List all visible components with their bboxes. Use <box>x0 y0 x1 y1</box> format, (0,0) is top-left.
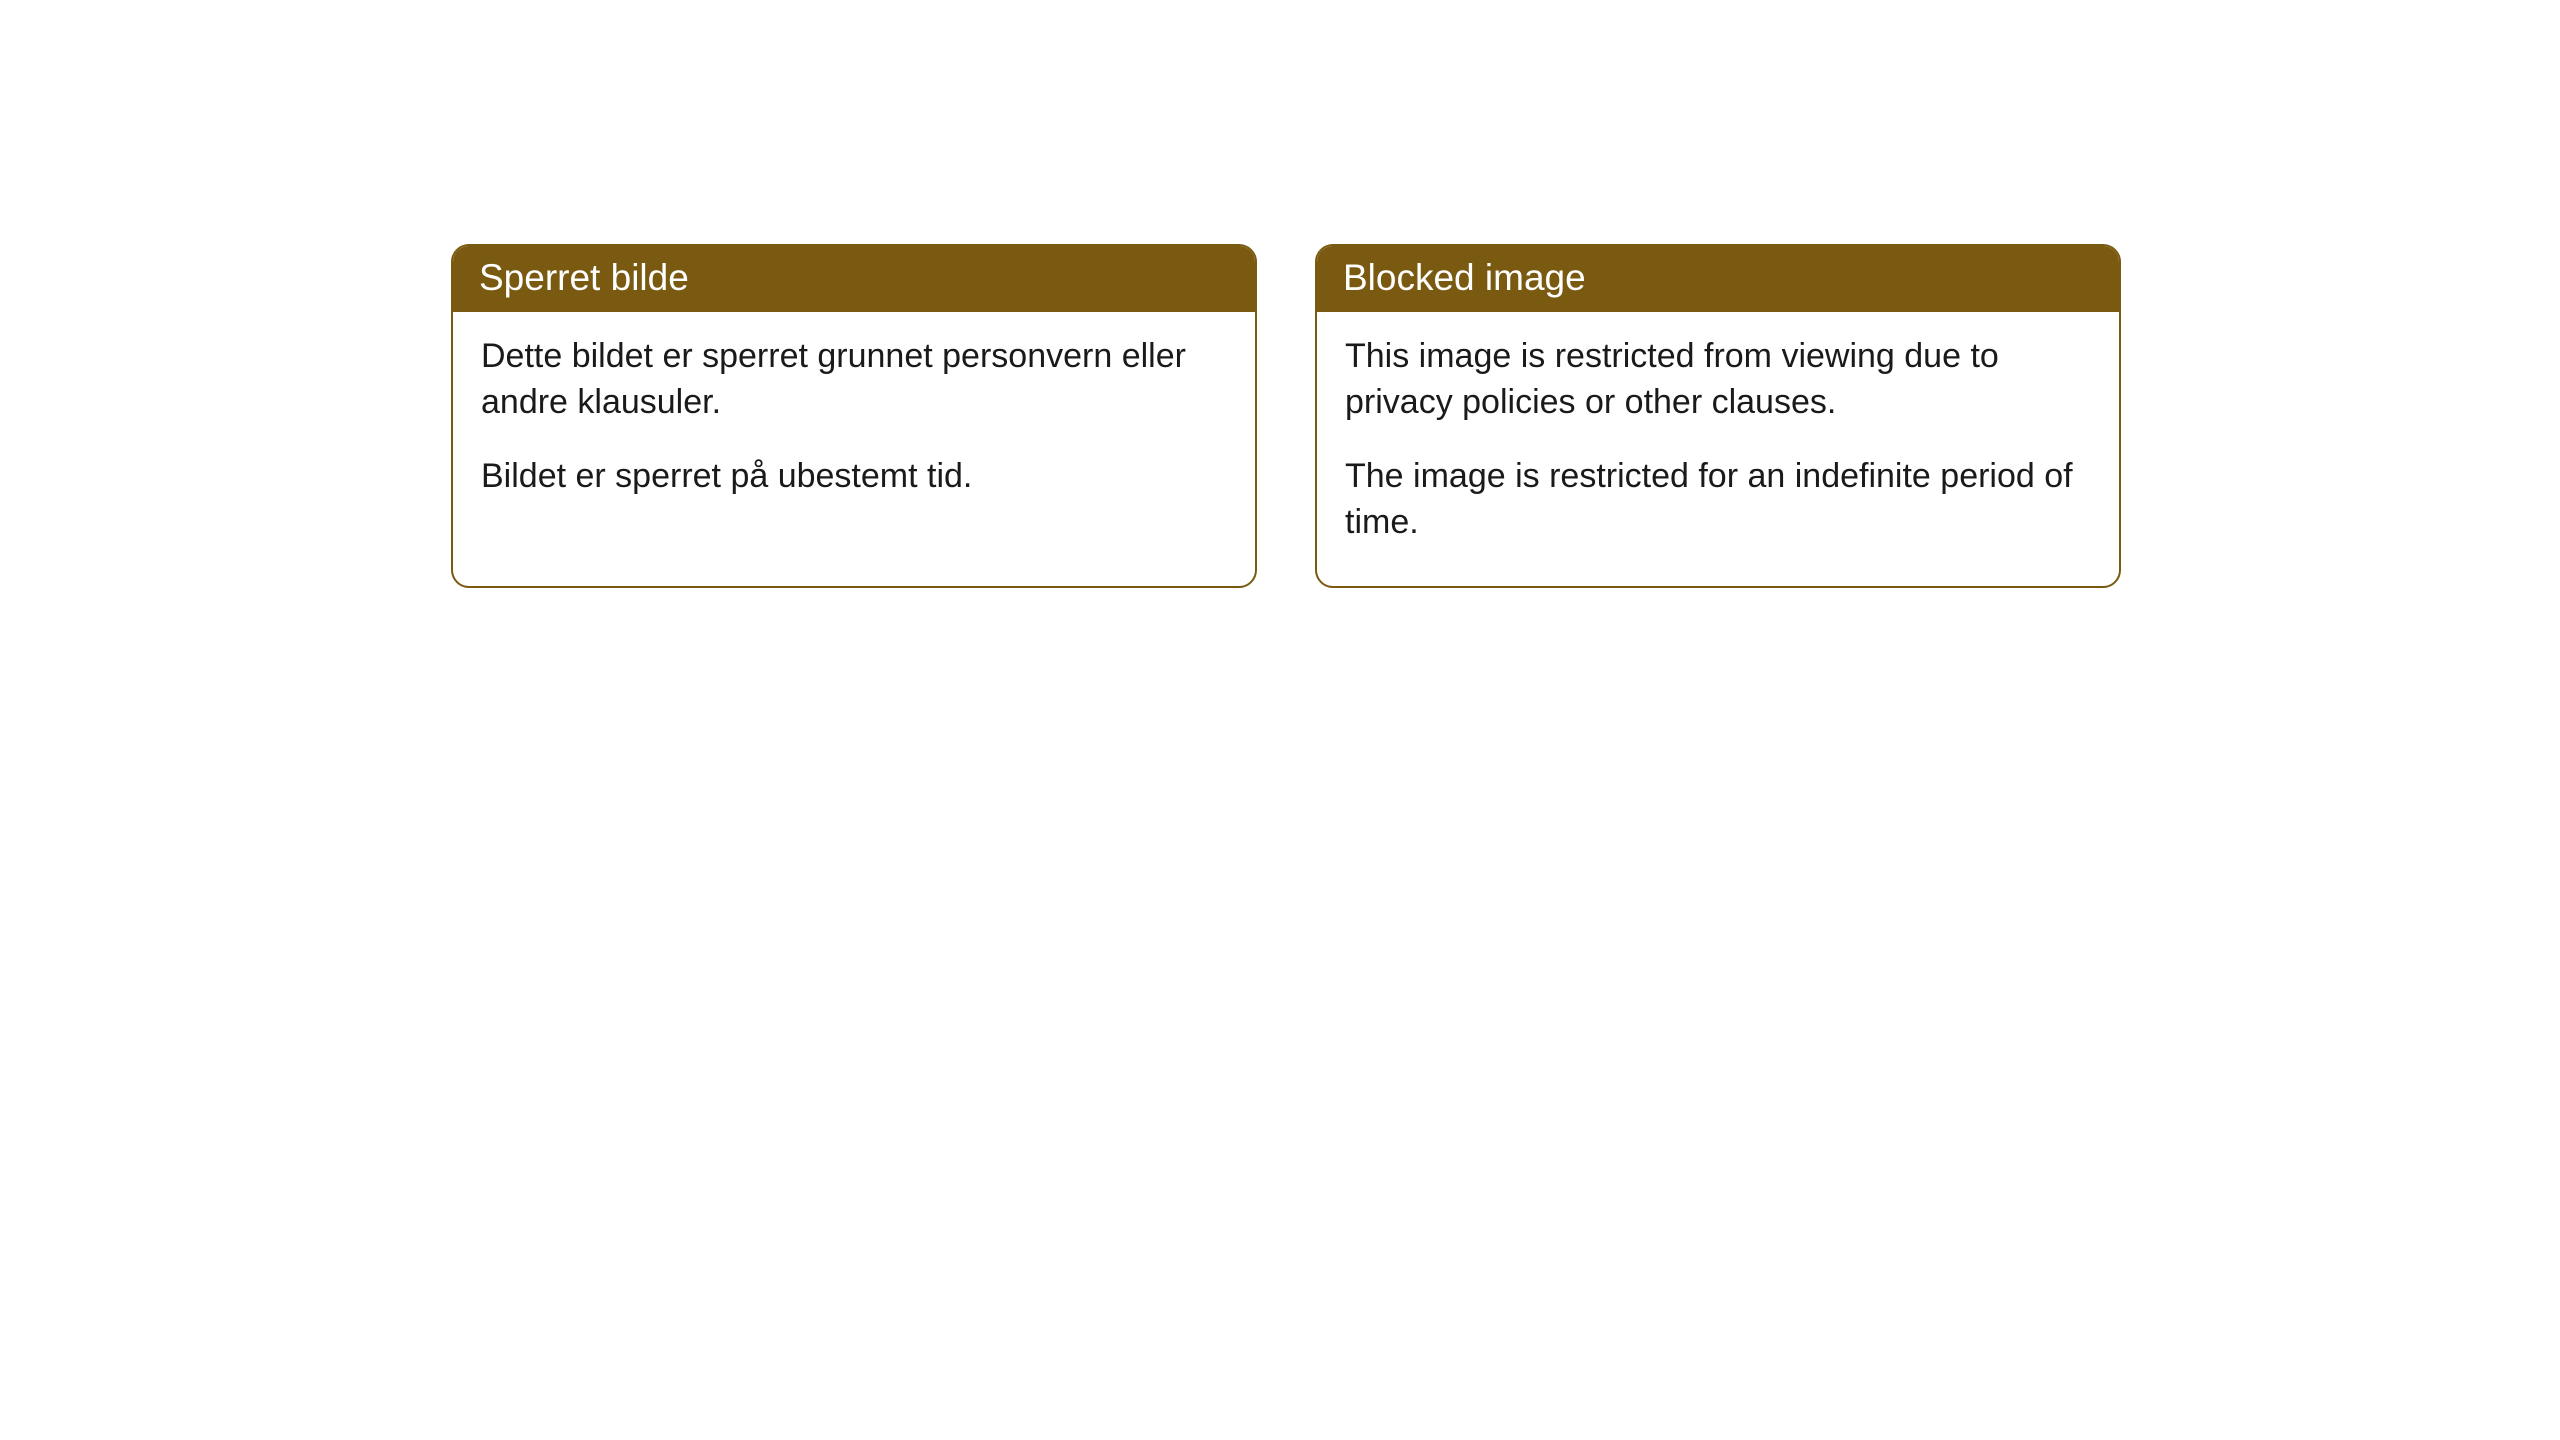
card-text-line1: Dette bildet er sperret grunnet personve… <box>481 334 1227 426</box>
notice-card-english: Blocked image This image is restricted f… <box>1315 244 2121 588</box>
card-header-english: Blocked image <box>1317 246 2119 312</box>
card-body-norwegian: Dette bildet er sperret grunnet personve… <box>453 312 1255 540</box>
card-body-english: This image is restricted from viewing du… <box>1317 312 2119 586</box>
card-text-line1: This image is restricted from viewing du… <box>1345 334 2091 426</box>
card-text-line2: Bildet er sperret på ubestemt tid. <box>481 454 1227 500</box>
card-header-norwegian: Sperret bilde <box>453 246 1255 312</box>
notice-card-norwegian: Sperret bilde Dette bildet er sperret gr… <box>451 244 1257 588</box>
notice-cards-container: Sperret bilde Dette bildet er sperret gr… <box>451 244 2121 588</box>
card-text-line2: The image is restricted for an indefinit… <box>1345 454 2091 546</box>
